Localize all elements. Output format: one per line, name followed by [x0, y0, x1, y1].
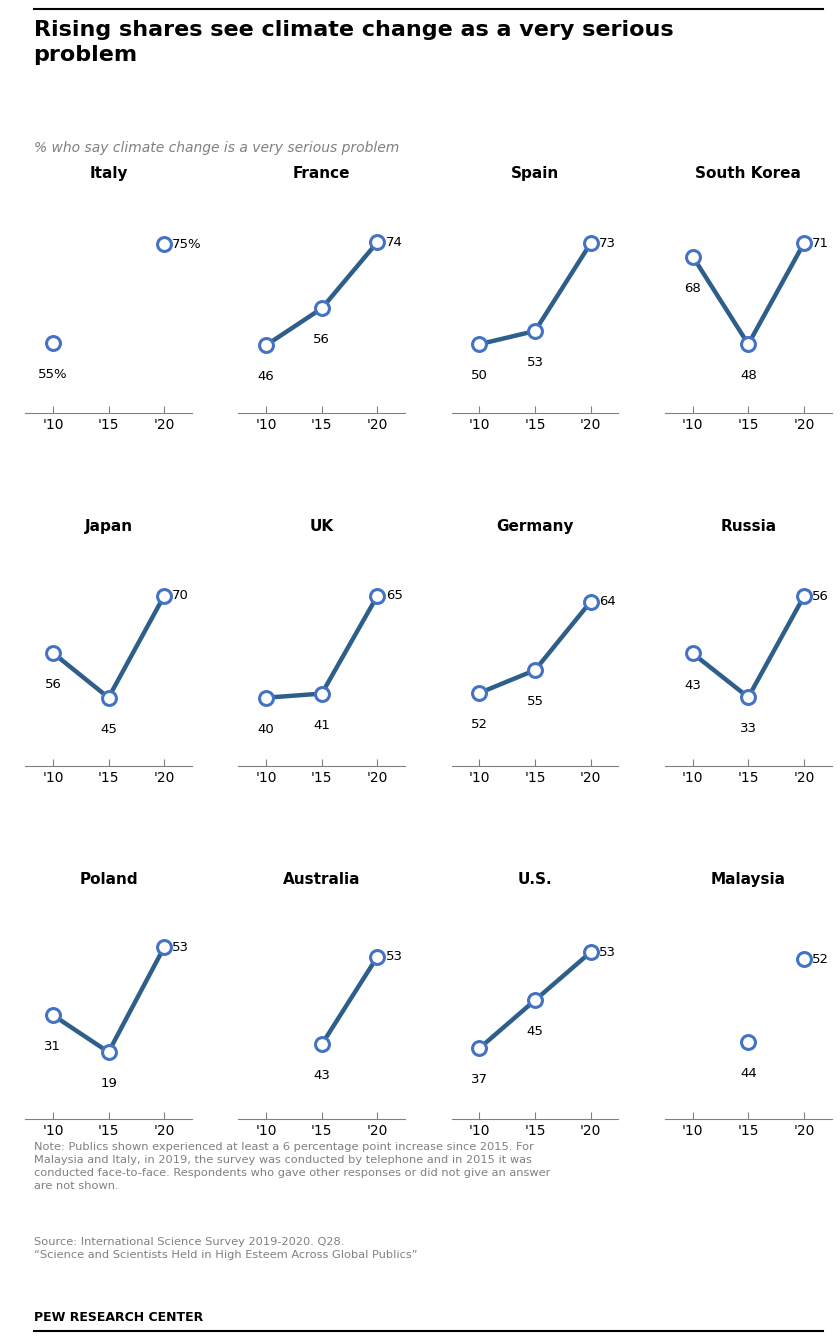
Text: 56: 56 — [45, 678, 61, 691]
Text: 75%: 75% — [172, 237, 202, 251]
Title: Spain: Spain — [511, 166, 559, 181]
Text: 50: 50 — [471, 370, 488, 382]
Text: Note: Publics shown experienced at least a 6 percentage point increase since 201: Note: Publics shown experienced at least… — [34, 1142, 550, 1191]
Text: 43: 43 — [313, 1069, 330, 1083]
Text: 43: 43 — [685, 678, 701, 691]
Text: 56: 56 — [313, 334, 330, 347]
Text: 44: 44 — [740, 1068, 757, 1080]
Title: Malaysia: Malaysia — [711, 872, 785, 887]
Text: 68: 68 — [685, 281, 701, 295]
Text: 31: 31 — [45, 1040, 61, 1053]
Text: % who say climate change is a very serious problem: % who say climate change is a very serio… — [34, 141, 399, 154]
Text: 74: 74 — [386, 236, 402, 249]
Text: 55: 55 — [527, 695, 543, 709]
Text: 71: 71 — [812, 237, 829, 249]
Text: 53: 53 — [599, 946, 616, 958]
Text: 53: 53 — [527, 356, 543, 368]
Text: 53: 53 — [386, 950, 402, 963]
Title: France: France — [293, 166, 350, 181]
Text: Rising shares see climate change as a very serious
problem: Rising shares see climate change as a ve… — [34, 20, 673, 64]
Text: 33: 33 — [740, 722, 757, 736]
Title: UK: UK — [310, 519, 333, 535]
Text: 41: 41 — [313, 718, 330, 732]
Text: 55%: 55% — [38, 369, 68, 382]
Text: 52: 52 — [812, 953, 829, 966]
Title: U.S.: U.S. — [517, 872, 553, 887]
Text: 19: 19 — [100, 1077, 117, 1091]
Text: 45: 45 — [100, 722, 117, 736]
Title: Poland: Poland — [79, 872, 138, 887]
Title: Italy: Italy — [89, 166, 128, 181]
Title: Germany: Germany — [496, 519, 574, 535]
Text: 73: 73 — [599, 237, 616, 249]
Text: 70: 70 — [172, 590, 189, 603]
Title: Japan: Japan — [85, 519, 133, 535]
Text: 37: 37 — [471, 1073, 488, 1087]
Text: 52: 52 — [471, 718, 488, 732]
Text: 45: 45 — [527, 1025, 543, 1038]
Title: Australia: Australia — [283, 872, 360, 887]
Text: 64: 64 — [599, 595, 616, 608]
Text: 46: 46 — [258, 370, 275, 383]
Title: South Korea: South Korea — [696, 166, 801, 181]
Text: Source: International Science Survey 2019-2020. Q28.
“Science and Scientists Hel: Source: International Science Survey 201… — [34, 1237, 417, 1260]
Title: Russia: Russia — [720, 519, 776, 535]
Text: 56: 56 — [812, 590, 829, 603]
Text: 65: 65 — [386, 590, 402, 603]
Text: 48: 48 — [740, 370, 757, 382]
Text: 53: 53 — [172, 941, 189, 954]
Text: PEW RESEARCH CENTER: PEW RESEARCH CENTER — [34, 1311, 202, 1324]
Text: 40: 40 — [258, 722, 275, 736]
